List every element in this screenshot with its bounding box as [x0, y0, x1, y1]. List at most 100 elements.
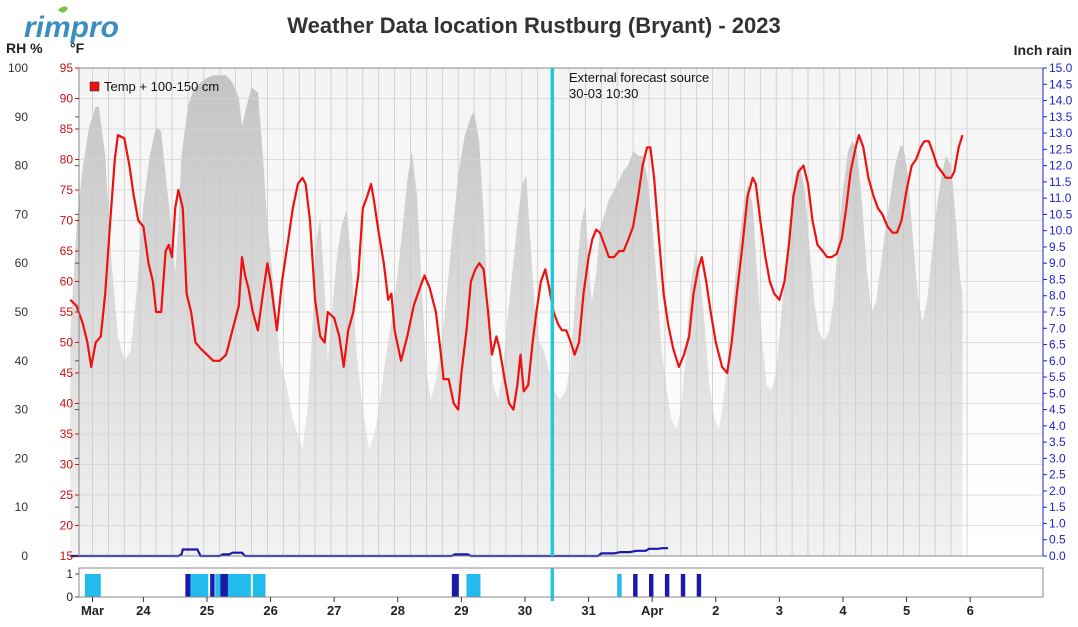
rain-tick-label: 1.5	[1049, 500, 1066, 514]
x-tick-label: 4	[839, 603, 847, 618]
rain-tick-label: 1.0	[1049, 516, 1066, 530]
temp-tick-label: 30	[60, 458, 74, 472]
x-tick-label: 29	[454, 603, 468, 618]
rain-tick-label: 12.0	[1049, 159, 1073, 173]
x-tick-label: 2	[712, 603, 719, 618]
rh-tick-label: 0	[21, 549, 28, 563]
rh-tick-label: 20	[15, 451, 29, 465]
wetness-bar	[252, 574, 266, 597]
rain-tick-label: 0.5	[1049, 533, 1066, 547]
wetness-bar	[617, 574, 622, 597]
x-tick-label: 3	[776, 603, 783, 618]
rain-tick-label: 14.0	[1049, 94, 1073, 108]
wet-tick-label: 1	[66, 567, 73, 581]
rain-tick-label: 13.5	[1049, 110, 1073, 124]
rain-tick-label: 4.0	[1049, 419, 1066, 433]
rh-tick-label: 70	[15, 207, 29, 221]
rain-axis-label: Inch rain	[1014, 42, 1072, 58]
rain-tick-label: 10.5	[1049, 207, 1073, 221]
x-tick-label: Apr	[641, 603, 663, 618]
temp-tick-label: 60	[60, 275, 74, 289]
temp-tick-label: 80	[60, 153, 74, 167]
rh-tick-label: 30	[15, 403, 29, 417]
x-tick-label: 31	[581, 603, 595, 618]
leaf-icon	[58, 6, 68, 13]
wetness-bar	[451, 574, 459, 597]
x-tick-label: 30	[518, 603, 532, 618]
x-tick-label: 28	[391, 603, 405, 618]
wetness-bar	[84, 574, 93, 597]
wet-tick-label: 0	[66, 590, 73, 604]
temp-axis-label: °F	[70, 40, 85, 56]
logo-text: rimpro	[24, 11, 119, 44]
rain-tick-label: 9.0	[1049, 256, 1066, 270]
rain-tick-label: 3.5	[1049, 435, 1066, 449]
temp-tick-label: 45	[60, 366, 74, 380]
x-tick-label: 6	[967, 603, 974, 618]
legend-temp-label: Temp + 100-150 cm	[104, 79, 219, 94]
x-tick-label: 5	[903, 603, 910, 618]
wetness-bar	[190, 574, 209, 597]
wetness-bar	[680, 574, 686, 597]
temp-tick-label: 85	[60, 122, 74, 136]
temp-tick-label: 95	[60, 61, 74, 75]
forecast-annotation: External forecast source 30-03 10:30	[569, 70, 709, 101]
x-tick-label: 25	[200, 603, 214, 618]
wetness-bar	[466, 574, 481, 597]
temp-tick-label: 55	[60, 305, 74, 319]
temp-line	[69, 134, 964, 411]
temp-tick-label: 40	[60, 397, 74, 411]
rain-tick-label: 3.0	[1049, 451, 1066, 465]
rain-tick-label: 2.5	[1049, 468, 1066, 482]
wetness-bar	[633, 574, 638, 597]
wetness-bar	[664, 574, 670, 597]
rh-area	[70, 75, 963, 557]
wetness-bar	[696, 574, 702, 597]
rain-tick-label: 10.0	[1049, 224, 1073, 238]
rain-tick-label: 6.0	[1049, 354, 1066, 368]
forecast-time-label: 30-03 10:30	[569, 86, 638, 101]
x-tick-label: 24	[136, 603, 151, 618]
forecast-source-label: External forecast source	[569, 70, 709, 85]
rh-tick-label: 50	[15, 305, 29, 319]
wet-border	[78, 567, 1044, 598]
rain-tick-label: 0.0	[1049, 549, 1066, 563]
rh-tick-label: 90	[15, 110, 29, 124]
rain-tick-label: 7.0	[1049, 321, 1066, 335]
rain-tick-label: 6.5	[1049, 338, 1066, 352]
temp-tick-label: 20	[60, 519, 74, 533]
rain-tick-label: 2.0	[1049, 484, 1066, 498]
wetness-bar	[227, 574, 251, 597]
legend-temp-swatch	[89, 81, 100, 92]
temp-tick-label: 90	[60, 92, 74, 106]
rh-tick-label: 80	[15, 159, 29, 173]
x-tick-label: Mar	[81, 603, 104, 618]
chart-title: Weather Data location Rustburg (Bryant) …	[287, 13, 780, 38]
rain-tick-label: 11.0	[1049, 191, 1072, 205]
rain-tick-label: 8.0	[1049, 289, 1066, 303]
x-tick-label: 26	[263, 603, 277, 618]
rh-tick-label: 40	[15, 354, 29, 368]
rain-tick-label: 8.5	[1049, 272, 1066, 286]
rain-tick-label: 9.5	[1049, 240, 1066, 254]
rh-tick-label: 100	[8, 61, 28, 75]
rain-tick-label: 15.0	[1049, 61, 1073, 75]
rain-tick-label: 4.5	[1049, 403, 1066, 417]
temp-tick-label: 70	[60, 214, 74, 228]
main-plot-area: 0 10 20 30 40 50 60 70 80 90 100 15 20 25 30 35 40 45 50 55…	[8, 61, 1073, 563]
temp-tick-label: 75	[60, 183, 74, 197]
wetness-bar	[649, 574, 654, 597]
wetness-bar	[210, 574, 215, 597]
leaf-wetness-plot: 0 1 Mar 24 25 26 27 28 29 30 31 Apr 2 3 4 5 6	[66, 567, 1044, 618]
rain-tick-label: 13.0	[1049, 126, 1073, 140]
rh-tick-label: 10	[15, 500, 29, 514]
rain-tick-label: 5.5	[1049, 370, 1066, 384]
rain-tick-label: 11.5	[1049, 175, 1072, 189]
legend: Temp + 100-150 cm	[89, 79, 219, 94]
wetness-bar	[220, 574, 228, 597]
x-tick-label: 27	[327, 603, 341, 618]
rh-tick-label: 60	[15, 256, 29, 270]
rain-tick-label: 7.5	[1049, 305, 1066, 319]
